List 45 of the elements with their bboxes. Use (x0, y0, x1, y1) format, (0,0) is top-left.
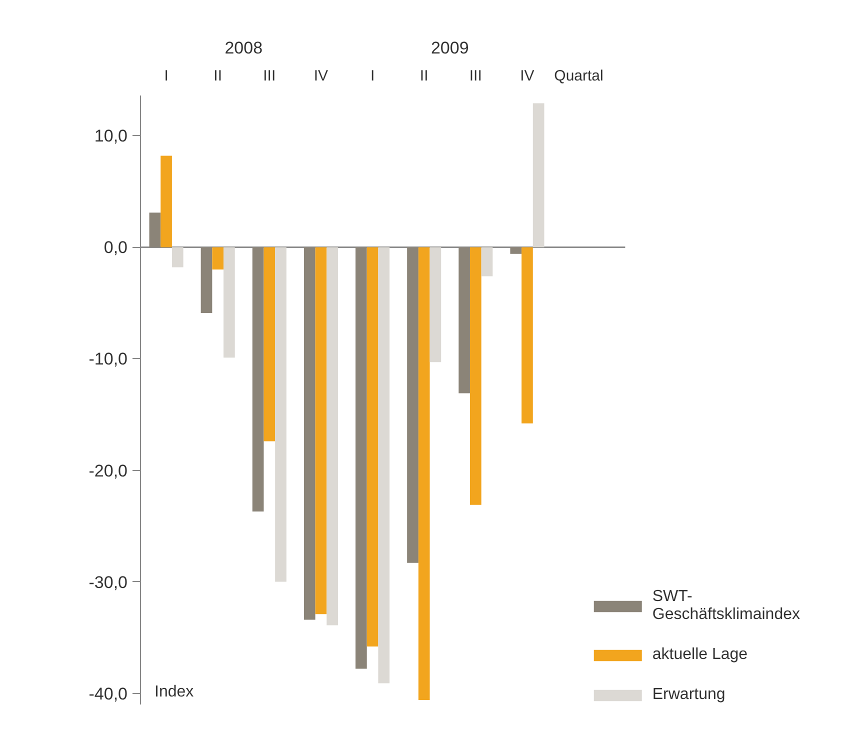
x-tick-label: III (469, 68, 482, 84)
x-tick-label: IV (520, 68, 534, 84)
y-tick-label: -20,0 (88, 461, 128, 480)
bar (356, 247, 367, 669)
text: 2008 (224, 38, 263, 58)
x-tick-label: II (420, 68, 428, 84)
bar (172, 247, 184, 268)
bar (315, 247, 327, 614)
y-axis-title: Index (154, 684, 194, 700)
y-tick-label: 0,0 (104, 238, 128, 258)
x-axis-title: Quartal (554, 68, 604, 84)
bar (252, 247, 264, 512)
y-tick-label: -40,0 (88, 684, 128, 704)
bar (378, 247, 390, 684)
bar (407, 247, 418, 563)
bar (366, 247, 378, 646)
bar (275, 247, 286, 582)
legend-label: SWT-Geschäftsklimaindex (652, 588, 800, 624)
y-tick-label: -30,0 (88, 572, 128, 592)
legend-label: aktuelle Lage (652, 646, 748, 664)
bar (212, 247, 224, 270)
y-tick-label: 10,0 (94, 126, 128, 146)
bar (200, 247, 212, 313)
bar (149, 212, 161, 248)
legend-label: Erwartung (652, 686, 726, 704)
text: 2009 (430, 38, 469, 58)
bar (326, 247, 338, 626)
bar (522, 247, 533, 424)
x-tick-label: I (370, 68, 375, 84)
bar (264, 247, 276, 442)
bar (304, 247, 316, 620)
bar (418, 247, 430, 700)
bar (481, 247, 493, 276)
bar (458, 247, 470, 394)
x-tick-label: III (263, 68, 276, 84)
x-tick-label: IV (314, 68, 328, 84)
x-tick-label: I (164, 68, 168, 84)
bar (430, 247, 442, 362)
x-tick-label: II (214, 68, 222, 84)
bar (224, 247, 235, 358)
bar (160, 156, 172, 248)
bar (532, 103, 544, 248)
bar (470, 247, 482, 505)
y-tick-label: -10,0 (88, 350, 128, 369)
bar (510, 247, 522, 254)
